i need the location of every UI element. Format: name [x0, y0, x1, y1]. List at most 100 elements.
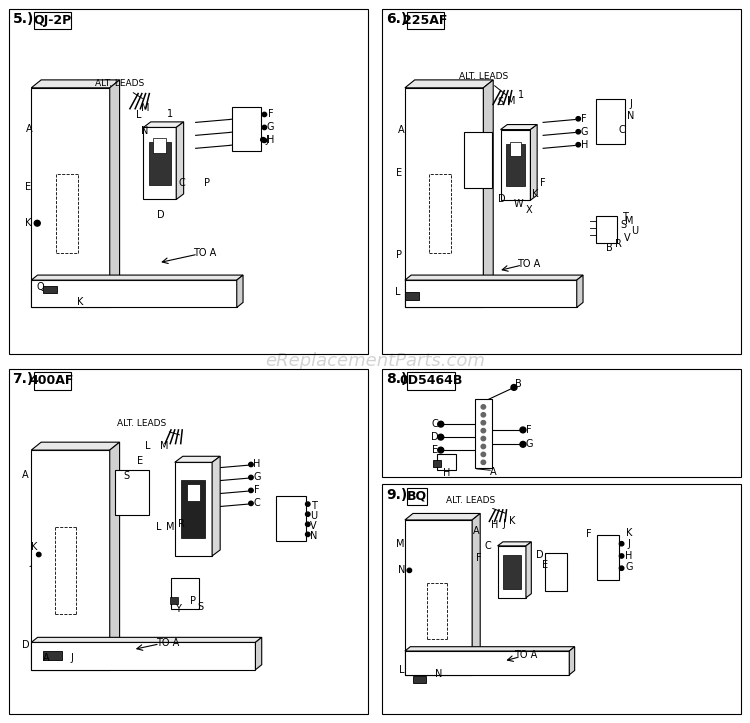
Polygon shape — [497, 546, 526, 598]
Text: H: H — [490, 520, 498, 530]
Circle shape — [249, 488, 254, 492]
Text: G: G — [525, 440, 532, 449]
Polygon shape — [32, 643, 256, 669]
Bar — [382, 9, 741, 354]
Text: E: E — [26, 182, 32, 192]
Text: ALT. LEADS: ALT. LEADS — [446, 496, 506, 513]
Text: V: V — [624, 234, 631, 244]
Text: J: J — [71, 654, 74, 663]
Bar — [405, 292, 419, 299]
Polygon shape — [483, 80, 494, 307]
Polygon shape — [405, 520, 472, 675]
Circle shape — [305, 512, 310, 516]
Bar — [544, 552, 567, 591]
Polygon shape — [237, 275, 243, 307]
Text: L: L — [395, 286, 400, 296]
Text: F: F — [540, 178, 546, 188]
Bar — [382, 369, 741, 476]
Text: F: F — [586, 529, 592, 539]
Bar — [9, 9, 368, 354]
Circle shape — [576, 129, 580, 134]
Text: H: H — [254, 460, 261, 469]
Text: M: M — [140, 103, 149, 113]
Text: U: U — [310, 510, 317, 521]
Text: L: L — [136, 110, 141, 120]
FancyBboxPatch shape — [407, 372, 455, 390]
Text: ALT. LEADS: ALT. LEADS — [94, 80, 144, 98]
Text: K: K — [509, 515, 516, 526]
Text: E: E — [137, 456, 143, 466]
Circle shape — [249, 462, 254, 466]
Text: T: T — [622, 212, 628, 222]
Text: P: P — [204, 178, 210, 188]
Bar — [510, 142, 520, 156]
Polygon shape — [143, 127, 176, 200]
Text: S: S — [124, 471, 130, 481]
Circle shape — [34, 221, 40, 226]
Circle shape — [520, 427, 526, 433]
Text: C: C — [618, 124, 625, 134]
Text: S: S — [497, 97, 503, 107]
Circle shape — [481, 460, 485, 464]
Polygon shape — [110, 442, 119, 669]
Text: A: A — [26, 124, 33, 134]
Text: L: L — [400, 664, 405, 675]
FancyBboxPatch shape — [34, 12, 70, 30]
Text: A: A — [398, 124, 405, 134]
Circle shape — [481, 421, 485, 425]
Text: 6.): 6.) — [386, 12, 407, 26]
Text: C: C — [178, 178, 185, 188]
Circle shape — [520, 442, 526, 448]
Text: G: G — [267, 122, 274, 132]
Polygon shape — [32, 638, 262, 643]
Circle shape — [481, 445, 485, 449]
Polygon shape — [212, 456, 220, 556]
Circle shape — [438, 448, 444, 453]
Circle shape — [305, 522, 310, 526]
Bar — [476, 399, 491, 468]
Bar — [154, 137, 166, 153]
Text: Q: Q — [36, 282, 44, 292]
Bar — [172, 578, 199, 609]
Text: N: N — [627, 111, 634, 121]
Text: J: J — [30, 557, 33, 567]
Text: M: M — [625, 216, 633, 226]
Text: 1: 1 — [167, 109, 173, 119]
Text: C: C — [484, 541, 491, 551]
Polygon shape — [500, 129, 530, 200]
Polygon shape — [256, 638, 262, 669]
Text: 8.): 8.) — [386, 372, 407, 386]
Text: M: M — [160, 442, 169, 451]
Circle shape — [511, 385, 517, 390]
Polygon shape — [32, 87, 109, 307]
Text: J: J — [266, 134, 268, 145]
Text: TO A: TO A — [514, 651, 538, 660]
Circle shape — [37, 552, 41, 557]
Polygon shape — [472, 513, 480, 675]
FancyBboxPatch shape — [407, 12, 444, 30]
Text: 7.): 7.) — [13, 372, 34, 386]
Text: M: M — [166, 522, 175, 532]
Polygon shape — [175, 456, 220, 462]
Bar — [597, 535, 619, 580]
Text: A: A — [473, 526, 480, 536]
Text: L: L — [145, 442, 151, 451]
Text: G: G — [254, 472, 261, 482]
Text: QJ-2P: QJ-2P — [33, 14, 71, 27]
Bar — [149, 142, 171, 185]
Text: S: S — [197, 602, 203, 612]
Text: H: H — [443, 468, 451, 478]
Text: K: K — [32, 542, 38, 552]
Text: S: S — [620, 221, 626, 231]
Bar — [275, 496, 305, 542]
Bar — [43, 651, 62, 659]
Circle shape — [620, 554, 624, 558]
Text: A: A — [43, 654, 50, 663]
Polygon shape — [405, 513, 480, 520]
Text: ALT. LEADS: ALT. LEADS — [117, 419, 179, 435]
Polygon shape — [405, 80, 494, 87]
Text: TO A: TO A — [517, 259, 540, 268]
Text: 1: 1 — [518, 90, 524, 100]
Text: E: E — [432, 445, 438, 455]
Polygon shape — [577, 275, 583, 307]
